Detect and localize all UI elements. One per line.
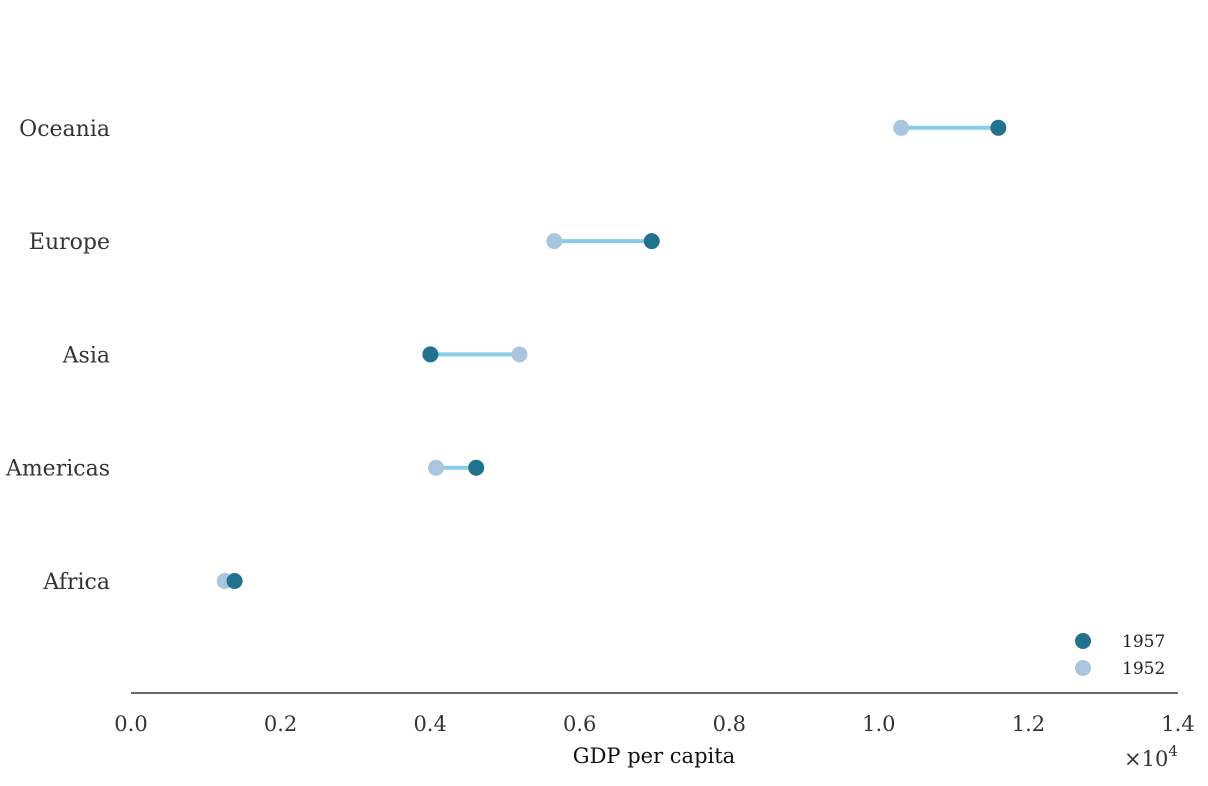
- point-1952-asia: [511, 346, 528, 363]
- x-scale-exponent: 4: [1168, 742, 1178, 760]
- point-1952-oceania: [893, 119, 910, 136]
- x-tick-label: 0.8: [713, 712, 746, 736]
- point-1957-asia: [422, 346, 439, 363]
- x-tick-label: 1.2: [1012, 712, 1045, 736]
- category-label-americas: Americas: [5, 457, 110, 482]
- point-1957-oceania: [990, 119, 1007, 136]
- category-label-asia: Asia: [62, 343, 110, 368]
- point-1952-europe: [546, 233, 563, 250]
- legend-marker-1952: [1075, 660, 1091, 676]
- x-tick-label: 0.2: [264, 712, 297, 736]
- x-tick-label: 0.6: [563, 712, 596, 736]
- legend-marker-1957: [1075, 633, 1091, 649]
- legend-label-1952: 1952: [1122, 659, 1165, 679]
- x-axis-title: GDP per capita: [573, 744, 735, 768]
- x-tick-label: 1.0: [862, 712, 895, 736]
- x-tick-label: 1.4: [1161, 712, 1194, 736]
- x-tick-label: 0.0: [114, 712, 147, 736]
- point-1957-americas: [468, 459, 485, 476]
- category-label-oceania: Oceania: [19, 117, 110, 142]
- category-labels: Africa Americas Asia Europe Oceania: [5, 117, 110, 595]
- category-label-europe: Europe: [29, 230, 110, 255]
- x-tick-label: 0.4: [413, 712, 446, 736]
- connector-lines: [224, 125, 999, 583]
- x-scale-label: ×104: [1124, 742, 1178, 771]
- x-scale-base: ×10: [1124, 747, 1168, 771]
- x-tick-labels: 0.0 0.2 0.4 0.6 0.8 1.0 1.2 1.4: [114, 712, 1194, 736]
- legend: 1957 1952: [1075, 632, 1165, 679]
- legend-label-1957: 1957: [1122, 632, 1165, 652]
- point-1952-americas: [428, 459, 445, 476]
- point-1957-africa: [226, 573, 243, 589]
- category-label-africa: Africa: [42, 570, 110, 595]
- point-1957-europe: [643, 233, 660, 250]
- data-points: [216, 119, 1007, 589]
